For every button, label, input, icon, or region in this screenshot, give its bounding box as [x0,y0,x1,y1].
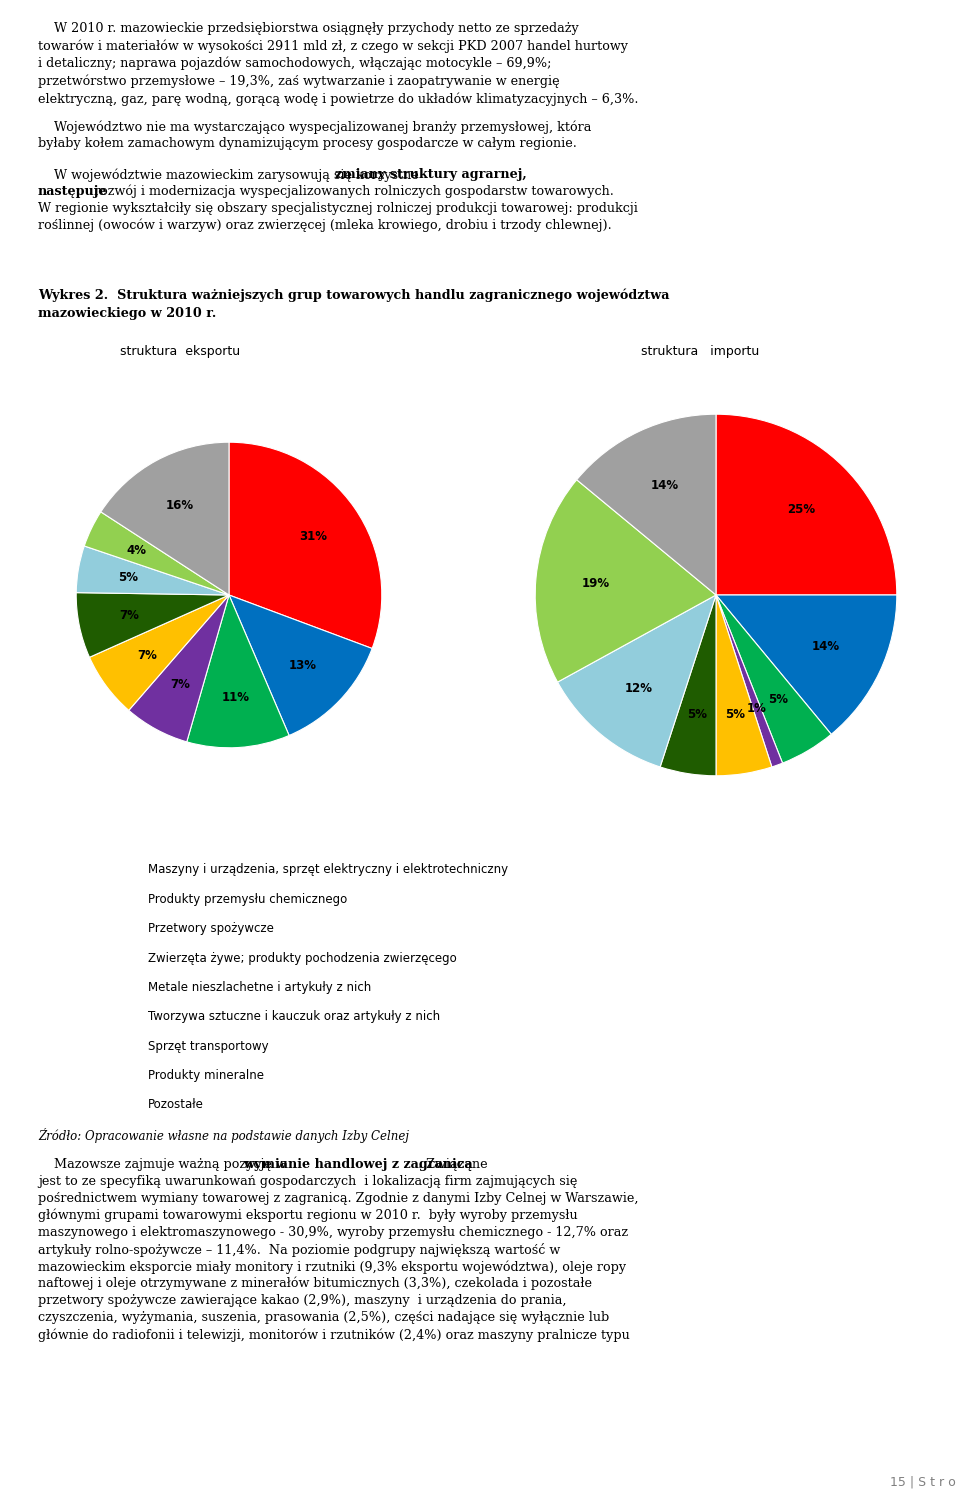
Wedge shape [187,595,289,748]
Text: Sprzęt transportowy: Sprzęt transportowy [148,1040,269,1053]
Text: 16%: 16% [166,498,194,512]
Text: Pozostałe: Pozostałe [148,1099,204,1112]
Text: Wykres 2.  Struktura ważniejszych grup towarowych handlu zagranicznego województ: Wykres 2. Struktura ważniejszych grup to… [38,290,669,302]
Text: 4%: 4% [127,543,147,557]
Text: struktura   importu: struktura importu [641,346,759,358]
Wedge shape [129,595,229,742]
Text: przetwory spożywcze zawierające kakao (2,9%), maszyny  i urządzenia do prania,: przetwory spożywcze zawierające kakao (2… [38,1295,566,1307]
Wedge shape [229,442,382,649]
Text: W 2010 r. mazowieckie przedsiębiorstwa osiągnęły przychody netto ze sprzedaży
to: W 2010 r. mazowieckie przedsiębiorstwa o… [38,23,638,106]
Text: struktura  eksportu: struktura eksportu [120,346,240,358]
Wedge shape [716,595,782,767]
Text: 7%: 7% [170,679,190,691]
Text: mazowieckiego w 2010 r.: mazowieckiego w 2010 r. [38,306,216,320]
Wedge shape [89,595,229,711]
Wedge shape [716,595,831,764]
Text: 12%: 12% [625,682,653,694]
Text: mazowieckim eksporcie miały monitory i rzutniki (9,3% eksportu województwa), ole: mazowieckim eksporcie miały monitory i r… [38,1260,626,1274]
Wedge shape [76,593,229,658]
Text: Mazowsze zajmuje ważną pozycję w: Mazowsze zajmuje ważną pozycję w [38,1157,291,1171]
Text: Przetwory spożywcze: Przetwory spożywcze [148,922,274,936]
Text: głównymi grupami towarowymi eksportu regionu w 2010 r.  były wyroby przemysłu: głównymi grupami towarowymi eksportu reg… [38,1209,578,1222]
Text: 11%: 11% [222,691,250,703]
Text: 7%: 7% [137,649,156,662]
Text: 7%: 7% [119,610,138,622]
Text: 5%: 5% [118,570,138,584]
Text: Metale nieszlachetne i artykuły z nich: Metale nieszlachetne i artykuły z nich [148,981,372,994]
Text: Zwierzęta żywe; produkty pochodzenia zwierzęcego: Zwierzęta żywe; produkty pochodzenia zwi… [148,952,457,964]
Wedge shape [76,546,229,595]
Text: wymianie handlowej z zagranicą: wymianie handlowej z zagranicą [243,1157,472,1171]
Text: 14%: 14% [811,640,840,653]
Text: 14%: 14% [650,478,679,492]
Wedge shape [536,480,716,682]
Wedge shape [84,512,229,595]
Text: Województwo nie ma wystarczająco wyspecjalizowanej branży przemysłowej, która
by: Województwo nie ma wystarczająco wyspecj… [38,121,591,151]
Text: 5%: 5% [725,708,745,721]
Text: W województwie mazowieckim zarysowują się korzystne: W województwie mazowieckim zarysowują si… [38,167,422,181]
Wedge shape [716,595,772,776]
Wedge shape [229,595,372,735]
Text: W regionie wykształciły się obszary specjalistycznej rolniczej produkcji towarow: W regionie wykształciły się obszary spec… [38,202,637,214]
Text: Tworzywa sztuczne i kauczuk oraz artykuły z nich: Tworzywa sztuczne i kauczuk oraz artykuł… [148,1011,440,1023]
Text: 5%: 5% [768,693,787,706]
Wedge shape [101,442,229,595]
Wedge shape [716,413,897,595]
Text: Źródło: Opracowanie własne na podstawie danych Izby Celnej: Źródło: Opracowanie własne na podstawie … [38,1129,409,1142]
Text: jest to ze specyfiką uwarunkowań gospodarczych  i lokalizacją firm zajmujących s: jest to ze specyfiką uwarunkowań gospoda… [38,1176,577,1188]
Text: 31%: 31% [300,530,327,543]
Text: 19%: 19% [582,576,610,590]
Text: czyszczenia, wyżymania, suszenia, prasowania (2,5%), części nadające się wyłączn: czyszczenia, wyżymania, suszenia, prasow… [38,1311,610,1323]
Text: rozwój i modernizacja wyspecjalizowanych rolniczych gospodarstw towarowych.: rozwój i modernizacja wyspecjalizowanych… [90,186,613,199]
Text: roślinnej (owoców i warzyw) oraz zwierzęcej (mleka krowiego, drobiu i trzody chl: roślinnej (owoców i warzyw) oraz zwierzę… [38,219,612,232]
Text: maszynowego i elektromaszynowego - 30,9%, wyroby przemysłu chemicznego - 12,7% o: maszynowego i elektromaszynowego - 30,9%… [38,1225,628,1239]
Text: . Związane: . Związane [418,1157,488,1171]
Text: Maszyny i urządzenia, sprzęt elektryczny i elektrotechniczny: Maszyny i urządzenia, sprzęt elektryczny… [148,863,508,877]
Text: Produkty przemysłu chemicznego: Produkty przemysłu chemicznego [148,893,348,905]
Text: głównie do radiofonii i telewizji, monitorów i rzutników (2,4%) oraz maszyny pra: głównie do radiofonii i telewizji, monit… [38,1328,630,1342]
Text: 25%: 25% [787,502,816,516]
Text: naftowej i oleje otrzymywane z minerałów bitumicznych (3,3%), czekolada i pozost: naftowej i oleje otrzymywane z minerałów… [38,1277,592,1290]
Wedge shape [660,595,716,776]
Text: pośrednictwem wymiany towarowej z zagranicą. Zgodnie z danymi Izby Celnej w Wars: pośrednictwem wymiany towarowej z zagran… [38,1192,638,1206]
Text: 5%: 5% [687,708,708,721]
Wedge shape [716,595,897,735]
Text: Produkty mineralne: Produkty mineralne [148,1068,264,1082]
Text: 15 | S t r o n a: 15 | S t r o n a [890,1474,960,1488]
Text: zmiany struktury agrarnej,: zmiany struktury agrarnej, [335,167,527,181]
Wedge shape [558,595,716,767]
Wedge shape [577,413,716,595]
Text: następuje: następuje [38,186,108,198]
Text: 13%: 13% [289,659,317,672]
Text: 1%: 1% [747,703,767,715]
Text: artykuły rolno-spożywcze – 11,4%.  Na poziomie podgrupy największą wartość w: artykuły rolno-spożywcze – 11,4%. Na poz… [38,1243,561,1257]
